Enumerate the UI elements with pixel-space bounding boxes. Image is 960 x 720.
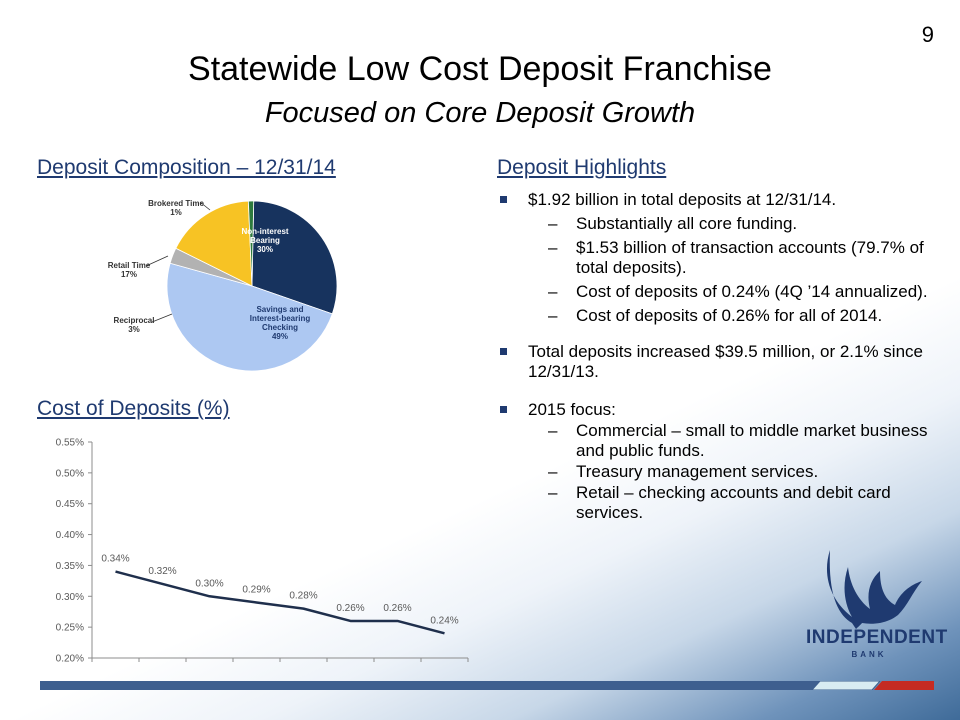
data-label: 0.24% (430, 615, 458, 626)
pie-label-brokered-time: Brokered Time 1% (148, 199, 204, 217)
highlight-subitem: – Commercial – small to middle market bus… (528, 421, 937, 461)
y-tick-label: 0.50% (56, 468, 84, 479)
highlight-subitem: – Retail – checking accounts and debit ca… (528, 483, 937, 523)
pie-label-retail-time: Retail Time 17% (108, 261, 151, 279)
dash-icon: – (548, 282, 558, 301)
cost-of-deposits-heading: Cost of Deposits (%) (37, 397, 230, 420)
data-label: 0.26% (336, 603, 364, 614)
highlight-subitem-text: Retail – checking accounts and debit car… (576, 483, 891, 522)
pie-slice-retail-time (175, 200, 253, 287)
highlight-subitem-text: Cost of deposits of 0.26% for all of 201… (576, 306, 883, 325)
pie-label-savings-and-interest-bearing-checking: Savings and Interest-bearing Checking 49% (250, 305, 311, 341)
highlight-subitem-text: Substantially all core funding. (576, 214, 798, 233)
deposit-highlights-list: $1.92 billion in total deposits at 12/31… (497, 190, 937, 534)
deposit-composition-pie-chart: Non-interest Bearing 30% Savings and Interes… (108, 199, 338, 372)
square-bullet-icon (500, 406, 507, 413)
highlight-text: 2015 focus: (528, 400, 616, 419)
dash-icon: – (548, 483, 558, 502)
pie-slice-non-interest-bearing (251, 200, 338, 315)
slide-subtitle: Focused on Core Deposit Growth (264, 97, 696, 129)
highlight-subitem: – Substantially all core funding. (528, 214, 937, 234)
data-label: 0.29% (242, 584, 270, 595)
highlight-subitem: – Cost of deposits of 0.24% (4Q ’14 annua… (528, 282, 937, 302)
highlight-subitem: – Treasury management services. (528, 462, 937, 482)
bank-logo-wordmark: INDEPENDENT (806, 627, 948, 648)
page-number: 9 (921, 22, 934, 47)
y-tick-label: 0.20% (56, 654, 84, 665)
highlight-bullet: 2015 focus: – Commercial – small to middl… (497, 400, 937, 523)
y-tick-label: 0.25% (56, 623, 84, 634)
square-bullet-icon (500, 196, 507, 203)
y-tick-label: 0.55% (56, 438, 84, 449)
highlight-bullet: $1.92 billion in total deposits at 12/31… (497, 190, 937, 326)
y-tick-label: 0.35% (56, 561, 84, 572)
pie-label-non-interest-bearing: Non-interest Bearing 30% (241, 227, 288, 254)
pie-leader-line (145, 255, 169, 267)
footer-bar (40, 681, 934, 690)
data-label: 0.34% (101, 554, 129, 565)
deposit-composition-heading: Deposit Composition – 12/31/14 (37, 156, 336, 179)
eagle-logo-icon (826, 550, 922, 629)
deposit-highlights-heading: Deposit Highlights (497, 156, 667, 179)
y-tick-label: 0.30% (56, 592, 84, 603)
pie-slice-savings-and-interest-bearing-checking (166, 262, 333, 372)
dash-icon: – (548, 214, 558, 233)
cost-of-deposits-line-chart: 0.20% 0.25% 0.30% 0.35% 0.40% 0.45% 0.50% 0.55%… (56, 438, 469, 665)
y-tick-label: 0.40% (56, 530, 84, 541)
highlight-subitem: – Cost of deposits of 0.26% for all of 20… (528, 306, 937, 326)
pie-label-reciprocal: Reciprocal 3% (114, 316, 155, 334)
highlight-subitem-text: Treasury management services. (576, 462, 819, 481)
highlight-text: Total deposits increased $39.5 million, … (528, 342, 923, 381)
slide-title: Statewide Low Cost Deposit Franchise (188, 50, 772, 88)
pie-leader-line (151, 313, 173, 323)
dash-icon: – (548, 462, 558, 481)
square-bullet-icon (500, 348, 507, 355)
highlight-subitem: – $1.53 billion of transaction accounts (… (528, 238, 937, 278)
data-label: 0.30% (195, 578, 223, 589)
bank-logo-subtitle: BANK (851, 650, 887, 659)
pie-leader-line (199, 201, 211, 211)
data-label: 0.26% (383, 603, 411, 614)
dash-icon: – (548, 421, 558, 440)
data-label: 0.28% (289, 591, 317, 602)
highlight-subitem-text: Commercial – small to middle market busi… (576, 421, 928, 460)
highlight-subitem-text: Cost of deposits of 0.24% (4Q ’14 annual… (576, 282, 928, 301)
pie-slice-brokered-time (247, 200, 255, 287)
highlight-bullet: Total deposits increased $39.5 million, … (497, 342, 937, 382)
cost-of-deposits-series-line (115, 570, 445, 635)
data-label: 0.32% (148, 566, 176, 577)
y-tick-label: 0.45% (56, 499, 84, 510)
highlight-subitem-text: $1.53 billion of transaction accounts (7… (576, 238, 924, 277)
dash-icon: – (548, 306, 558, 325)
highlight-text: $1.92 billion in total deposits at 12/31… (528, 190, 837, 209)
dash-icon: – (548, 238, 558, 257)
